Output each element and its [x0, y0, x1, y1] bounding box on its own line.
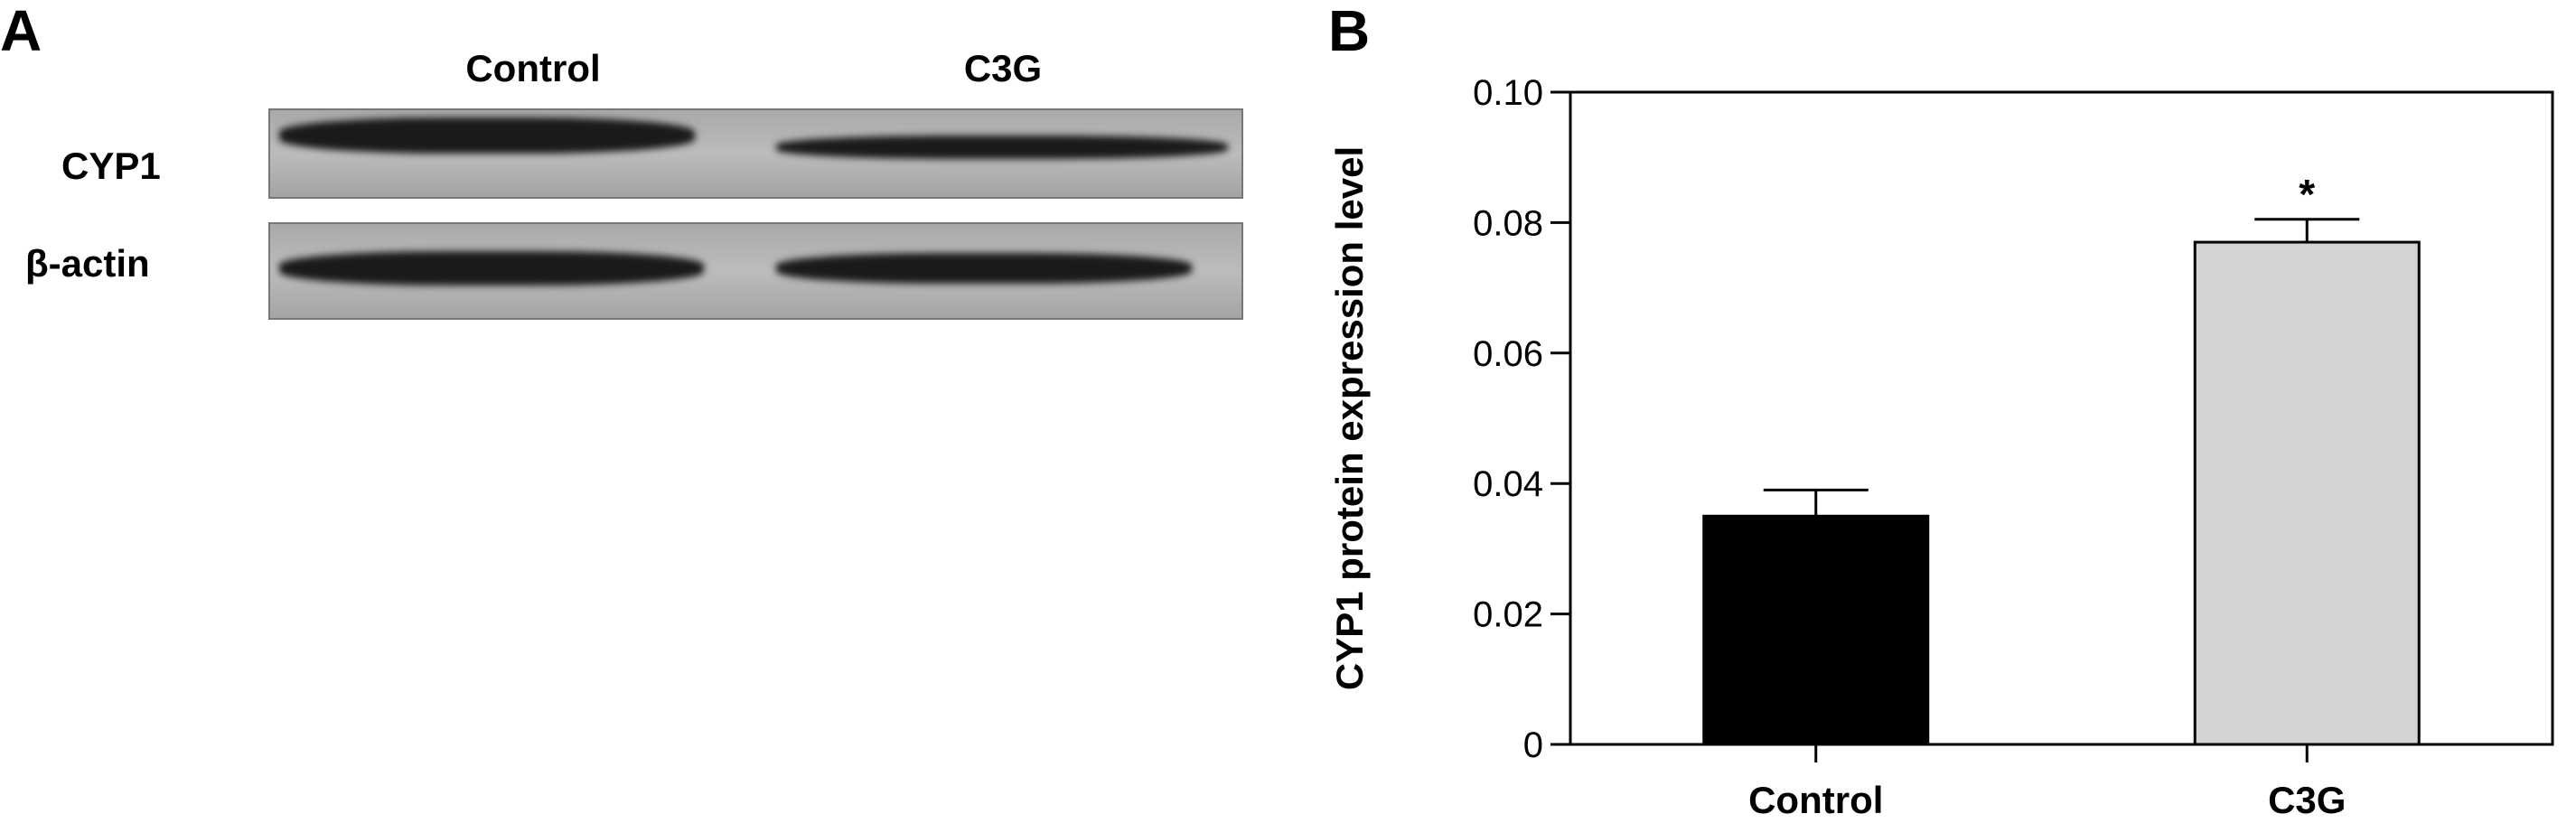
beta-actin-band-control: [279, 251, 704, 285]
significance-marker-c3g: *: [2299, 171, 2315, 218]
y-tick-label: 0.08: [1473, 203, 1543, 243]
plot-frame: [1569, 90, 2554, 746]
blot-lane-label-control: Control: [465, 47, 601, 89]
y-axis-label: CYP1 protein expression level: [1328, 146, 1371, 690]
y-tick-label: 0.06: [1473, 334, 1543, 374]
bar-c3g: [2193, 240, 2421, 746]
beta-actin-blot-strip: [268, 222, 1243, 320]
blot-lane-label-c3g: C3G: [963, 47, 1043, 89]
x-tick-label-c3g: C3G: [2268, 779, 2346, 821]
y-tick-label: 0.02: [1473, 595, 1543, 635]
cyp1-band-control: [279, 117, 695, 154]
cyp1-band-c3g: [776, 136, 1228, 159]
beta-actin-band-c3g: [776, 253, 1192, 284]
blot-row-label-beta-actin: β-actin: [25, 242, 150, 285]
cyp1-blot-strip: [268, 108, 1243, 199]
y-tick-label: 0: [1523, 725, 1543, 765]
bar-control: [1702, 514, 1930, 746]
panel-b-letter: B: [1328, 0, 1371, 63]
blot-row-label-cyp1: CYP1: [61, 145, 161, 187]
y-tick-label: 0.10: [1473, 73, 1543, 113]
panel-a-letter: A: [0, 0, 42, 63]
x-tick-label-control: Control: [1748, 779, 1883, 821]
y-tick-label: 0.04: [1473, 464, 1543, 504]
